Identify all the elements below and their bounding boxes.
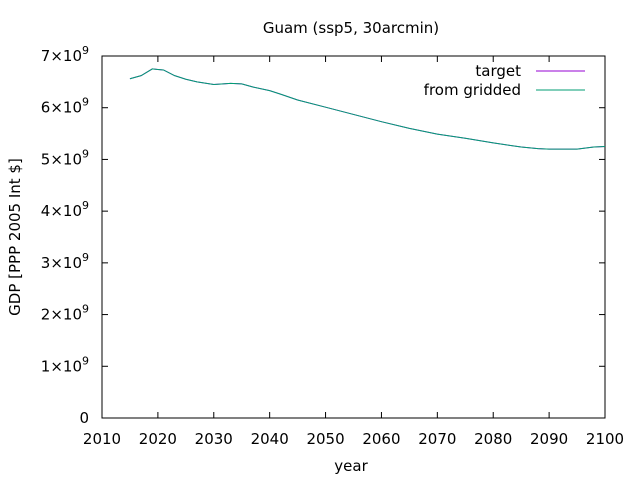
x-tick-label: 2060 xyxy=(362,430,400,448)
y-tick-label: 4×109 xyxy=(41,199,89,220)
y-tick-exponent: 9 xyxy=(82,354,89,367)
x-tick-label: 2040 xyxy=(251,430,289,448)
y-tick-label: 7×109 xyxy=(41,44,89,65)
y-tick-mantissa: 4×10 xyxy=(41,202,82,220)
x-tick-label: 2080 xyxy=(474,430,512,448)
y-tick-mantissa: 3×10 xyxy=(41,254,82,272)
y-tick-exponent: 9 xyxy=(82,251,89,264)
y-tick-exponent: 9 xyxy=(82,44,89,57)
x-tick-label: 2010 xyxy=(83,430,121,448)
y-tick-exponent: 9 xyxy=(82,199,89,212)
legend-label: target xyxy=(475,62,521,80)
series-lines xyxy=(129,68,606,150)
y-tick-mantissa: 1×10 xyxy=(41,357,82,375)
y-tick-mantissa: 0 xyxy=(79,409,89,427)
y-tick-exponent: 9 xyxy=(82,96,89,109)
y-tick-label: 0 xyxy=(79,409,89,427)
y-tick-label: 5×109 xyxy=(41,147,89,168)
x-tick-label: 2020 xyxy=(139,430,177,448)
series-line-1 xyxy=(129,68,606,150)
plot-frame xyxy=(101,55,606,419)
chart-title: Guam (ssp5, 30arcmin) xyxy=(263,19,439,37)
y-tick-label: 2×109 xyxy=(41,303,89,324)
y-tick-exponent: 9 xyxy=(82,147,89,160)
x-tick-label: 2070 xyxy=(418,430,456,448)
y-axis-label: GDP [PPP 2005 Int $] xyxy=(6,158,24,316)
x-axis: 2010 2020 2030 2040 2050 2060 2070 2080 2090 2100 xyxy=(83,56,624,448)
x-axis-label: year xyxy=(334,457,368,475)
x-tick-label: 2100 xyxy=(586,430,624,448)
y-tick-mantissa: 5×10 xyxy=(41,150,82,168)
x-tick-label: 2090 xyxy=(530,430,568,448)
y-tick-label: 1×109 xyxy=(41,354,89,375)
y-tick-mantissa: 2×10 xyxy=(41,306,82,324)
y-tick-mantissa: 7×10 xyxy=(41,47,82,65)
x-tick-label: 2050 xyxy=(306,430,344,448)
y-tick-label: 3×109 xyxy=(41,251,89,272)
x-tick-label: 2030 xyxy=(195,430,233,448)
y-tick-label: 6×109 xyxy=(41,96,89,117)
y-tick-exponent: 9 xyxy=(82,303,89,316)
y-tick-mantissa: 6×10 xyxy=(41,99,82,117)
legend-label: from gridded xyxy=(424,81,521,99)
